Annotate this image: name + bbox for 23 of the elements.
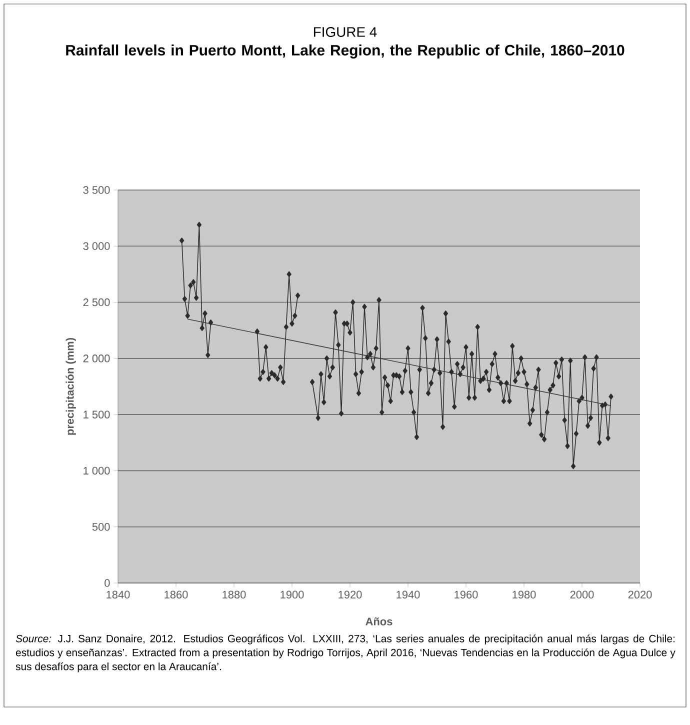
x-tick-label: 2000 (570, 590, 594, 599)
y-tick-label: 1 500 (84, 410, 110, 418)
y-tick-label: 0 (104, 579, 110, 587)
x-axis-title: Años (366, 617, 392, 626)
chart-subtitle: Rainfall levels in Puerto Montt, Lake Region, the Republic of Chile, 1860–2010 (66, 44, 624, 59)
x-tick-label: 1900 (280, 590, 304, 599)
x-tick-label: 1980 (512, 590, 536, 599)
y-tick-label: 2 500 (83, 298, 110, 306)
x-tick-label: 1940 (396, 590, 420, 599)
x-tick-label: 1860 (164, 590, 188, 599)
y-tick-label: 500 (92, 522, 110, 531)
chart-title: FIGURE 4 (314, 27, 377, 37)
y-axis-title: precipitación (mm) (66, 338, 76, 435)
y-tick-label: 3 000 (83, 242, 110, 250)
x-tick-label: 2020 (628, 590, 652, 599)
x-tick-label: 1920 (338, 590, 362, 599)
x-tick-label: 1960 (454, 590, 478, 599)
x-tick-label: 1880 (222, 590, 246, 599)
text: Source: J.J. Sanz Donaire, 2012. Estudios Geográficos Vol. LXXIII, 273, ‘Las series anuales de precipitación anual más largas de Chile: estudios y enseñanzas’. Extracted from a presentation by Rodrigo Torrijos, April 2016, ‘Nuevas Tendencias en la Producción de Agua Dulce y sus desafíos para el sector en la Araucanía’. (16, 634, 676, 672)
y-tick-label: 3 500 (83, 186, 110, 194)
y-tick-label: 2 000 (83, 354, 110, 362)
x-tick-label: 1840 (106, 590, 130, 599)
y-tick-label: 1 000 (84, 466, 110, 475)
